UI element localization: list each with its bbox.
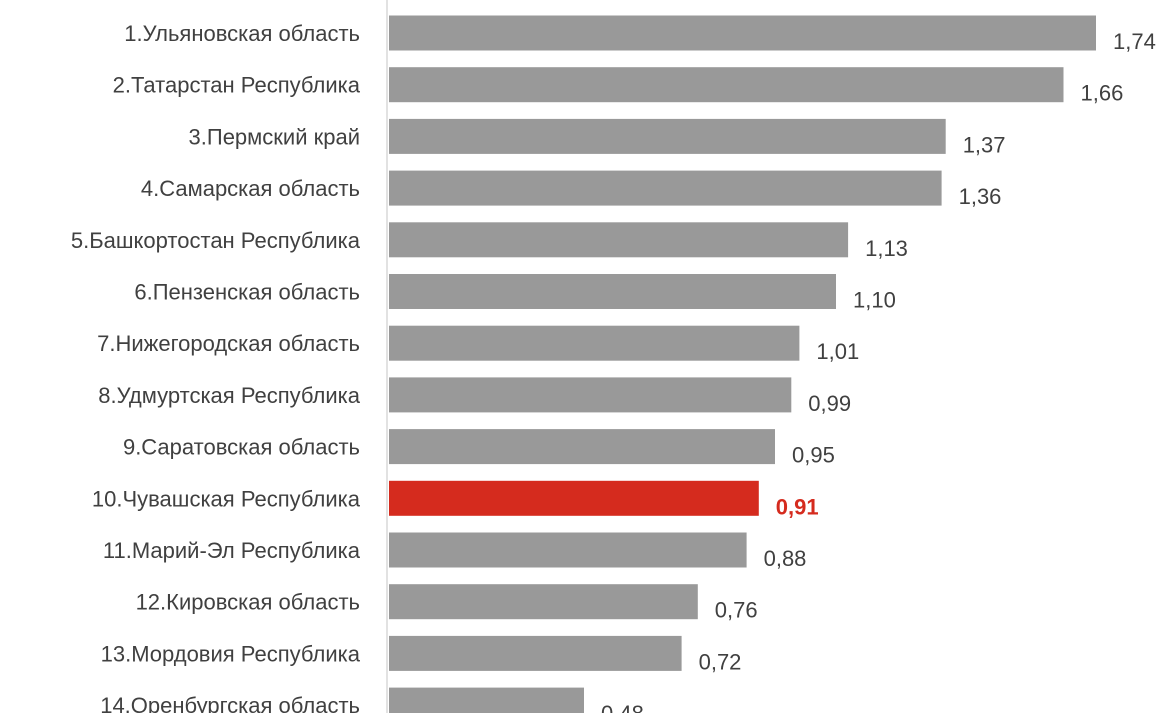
bars-layer [389, 15, 1096, 713]
value-label-5: 1,13 [865, 236, 908, 261]
value-label-3: 1,37 [963, 132, 1006, 157]
value-label-9: 0,95 [792, 443, 835, 468]
category-label-3: 3.Пермский край [189, 124, 360, 149]
bar-5 [389, 222, 849, 258]
bar-11 [389, 532, 747, 568]
value-label-1: 1,74 [1113, 29, 1156, 54]
category-label-12: 12.Кировская область [136, 590, 360, 615]
labels-layer: 1.Ульяновская область 1,74 2.Татарстан Рес… [71, 21, 1156, 713]
bar-4 [389, 170, 942, 206]
bar-7 [389, 325, 800, 361]
bar-6 [389, 274, 836, 309]
value-label-2: 1,66 [1081, 81, 1124, 106]
bar-10 [389, 480, 759, 516]
bar-3 [389, 118, 946, 154]
category-label-5: 5.Башкортостан Республика [71, 228, 361, 253]
value-label-8: 0,99 [808, 391, 851, 416]
value-label-6: 1,10 [853, 288, 896, 313]
value-label-11: 0,88 [764, 546, 807, 571]
value-label-14: 0,48 [601, 701, 644, 713]
category-label-6: 6.Пензенская область [134, 280, 360, 305]
category-label-10: 10.Чувашская Республика [92, 486, 361, 511]
bar-8 [389, 377, 792, 413]
value-label-10: 0,91 [776, 494, 819, 519]
category-label-1: 1.Ульяновская область [124, 21, 360, 46]
category-label-7: 7.Нижегородская область [97, 331, 360, 356]
bar-12 [389, 584, 698, 620]
category-label-4: 4.Самарская область [141, 176, 360, 201]
category-label-8: 8.Удмуртская Республика [98, 383, 360, 408]
category-label-11: 11.Марий-Эл Республика [103, 538, 361, 563]
value-label-12: 0,76 [715, 598, 758, 623]
bar-14 [389, 687, 584, 713]
value-label-4: 1,36 [959, 184, 1002, 209]
bar-13 [389, 635, 682, 671]
category-label-14: 14.Оренбургская область [100, 693, 360, 713]
category-label-13: 13.Мордовия Республика [101, 641, 361, 666]
category-label-2: 2.Татарстан Республика [113, 73, 361, 98]
category-label-9: 9.Саратовская область [123, 435, 360, 460]
bar-1 [389, 15, 1096, 51]
value-label-7: 1,01 [816, 339, 859, 364]
value-label-13: 0,72 [699, 649, 742, 674]
bar-2 [389, 67, 1064, 103]
bar-9 [389, 429, 775, 465]
